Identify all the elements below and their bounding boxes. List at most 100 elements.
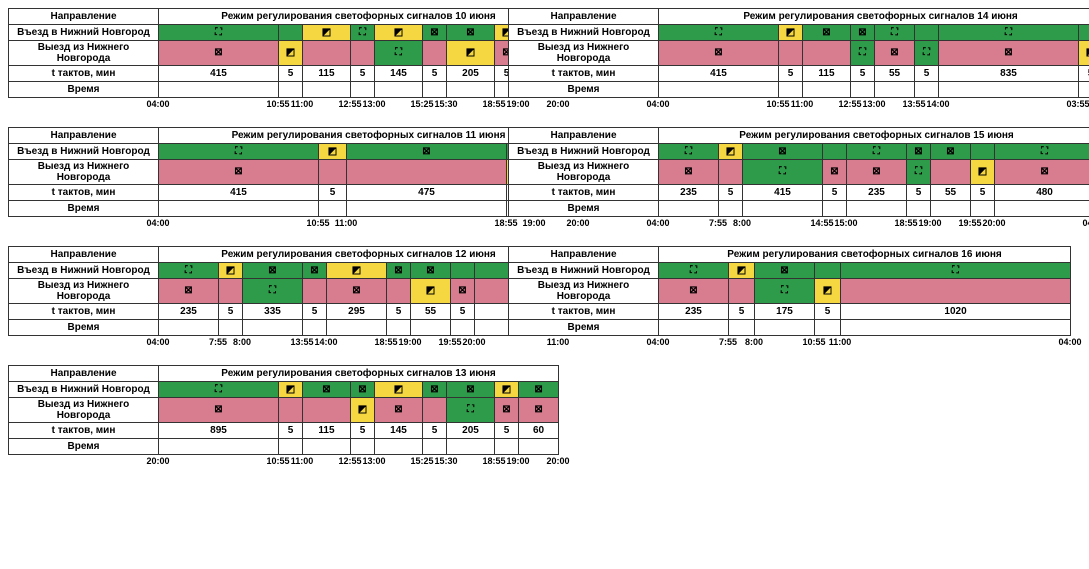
t-value: 115 [803, 66, 851, 82]
regime-header: Режим регулирования светофорных сигналов… [659, 9, 1089, 25]
t-value: 5 [907, 185, 931, 201]
expand-icon: ⛶ [465, 404, 477, 416]
time-tick: 8:00 [233, 337, 251, 347]
time-tick: 15:00 [834, 218, 857, 228]
row-in-label: Въезд в Нижний Новгород [9, 263, 159, 279]
cross-icon: ⊠ [1003, 47, 1015, 59]
time-axis: 04:0010:5511:0012:5513:0015:2515:3018:55… [158, 99, 558, 113]
time-tick: 04:00 [1082, 218, 1089, 228]
cross-icon: ⊠ [425, 265, 437, 277]
direction-header: Направление [509, 247, 659, 263]
expand-icon: ⛶ [233, 146, 245, 158]
expand-icon: ⛶ [183, 265, 195, 277]
in-segment: ⛶ [659, 144, 719, 160]
in-segment: ⊠ [411, 263, 451, 279]
t-value: 895 [159, 423, 279, 439]
time-tick: 11:00 [547, 337, 570, 347]
time-axis: 04:0010:5511:0012:5513:0013:5514:0003:55… [658, 99, 1089, 113]
time-tick: 15:25 [410, 99, 433, 109]
t-value: 5 [279, 66, 303, 82]
regime-header: Режим регулирования светофорных сигналов… [659, 128, 1089, 144]
out-segment [303, 398, 351, 423]
t-value: 5 [451, 304, 475, 320]
row-out-label: Выезд из Нижнего Новгорода [9, 398, 159, 423]
time-cell [875, 82, 915, 98]
diag-icon: ◩ [321, 27, 333, 39]
time-tick: 11:00 [829, 337, 852, 347]
expand-icon: ⛶ [889, 27, 901, 39]
out-segment [803, 41, 851, 66]
diag-icon: ◩ [327, 146, 339, 158]
in-segment: ⊠ [743, 144, 823, 160]
t-value: 5 [351, 66, 375, 82]
out-segment: ⊠ [823, 160, 847, 185]
row-time-label: Время [9, 82, 159, 98]
time-cell [347, 201, 507, 217]
t-value: 5 [423, 423, 447, 439]
time-cell [451, 320, 475, 336]
regime-header: Режим регулирования светофорных сигналов… [159, 366, 559, 382]
row-out-label: Выезд из Нижнего Новгорода [9, 41, 159, 66]
in-segment: ⊠ [387, 263, 411, 279]
in-segment: ⛶ [875, 25, 915, 41]
in-segment: ◩ [375, 25, 423, 41]
time-axis: 04:007:558:0013:5514:0018:5519:0019:5520… [158, 337, 558, 351]
in-segment: ⊠ [423, 382, 447, 398]
time-tick: 7:55 [719, 337, 737, 347]
in-segment: ◩ [279, 382, 303, 398]
diag-icon: ◩ [225, 265, 237, 277]
row-out-label: Выезд из Нижнего Новгорода [9, 160, 159, 185]
time-cell [327, 320, 387, 336]
in-segment [1079, 25, 1089, 41]
t-value: 415 [159, 185, 319, 201]
out-segment [841, 279, 1071, 304]
time-tick: 15:30 [434, 99, 457, 109]
out-segment: ◩ [815, 279, 841, 304]
row-t-label: t тактов, мин [9, 304, 159, 320]
diag-icon: ◩ [1085, 47, 1089, 59]
time-tick: 10:55 [766, 99, 789, 109]
t-value: 115 [303, 423, 351, 439]
time-cell [411, 320, 451, 336]
cross-icon: ⊠ [889, 47, 901, 59]
out-segment [779, 41, 803, 66]
schedule-table-t12: Направление Режим регулирования светофор… [8, 246, 488, 351]
row-in-label: Въезд в Нижний Новгород [509, 263, 659, 279]
out-segment [319, 160, 347, 185]
out-segment: ⛶ [915, 41, 939, 66]
in-segment: ⛶ [847, 144, 907, 160]
direction-header: Направление [9, 128, 159, 144]
expand-icon: ⛶ [950, 265, 962, 277]
time-tick: 11:00 [291, 456, 314, 466]
time-tick: 20:00 [546, 456, 569, 466]
out-segment [423, 41, 447, 66]
time-tick: 13:55 [290, 337, 313, 347]
t-value: 5 [279, 423, 303, 439]
out-segment: ⛶ [243, 279, 303, 304]
time-tick: 13:00 [362, 99, 385, 109]
in-segment: ⛶ [841, 263, 1071, 279]
time-tick: 19:00 [398, 337, 421, 347]
time-cell [303, 320, 327, 336]
cross-icon: ⊠ [351, 285, 363, 297]
time-cell [815, 320, 841, 336]
time-tick: 10:55 [266, 99, 289, 109]
row-in-label: Въезд в Нижний Новгород [509, 25, 659, 41]
t-value: 295 [327, 304, 387, 320]
time-tick: 13:00 [862, 99, 885, 109]
out-segment [729, 279, 755, 304]
row-out-label: Выезд из Нижнего Новгорода [9, 279, 159, 304]
time-cell [319, 201, 347, 217]
row-out-label: Выезд из Нижнего Новгорода [509, 279, 659, 304]
cross-icon: ⊠ [465, 27, 477, 39]
in-segment: ⊠ [907, 144, 931, 160]
t-value: 205 [447, 423, 495, 439]
cross-icon: ⊠ [267, 265, 279, 277]
time-cell [851, 82, 875, 98]
in-segment: ⛶ [995, 144, 1089, 160]
cross-icon: ⊠ [309, 265, 321, 277]
cross-icon: ⊠ [871, 166, 883, 178]
time-cell [755, 320, 815, 336]
time-cell [743, 201, 823, 217]
time-tick: 10:55 [266, 456, 289, 466]
